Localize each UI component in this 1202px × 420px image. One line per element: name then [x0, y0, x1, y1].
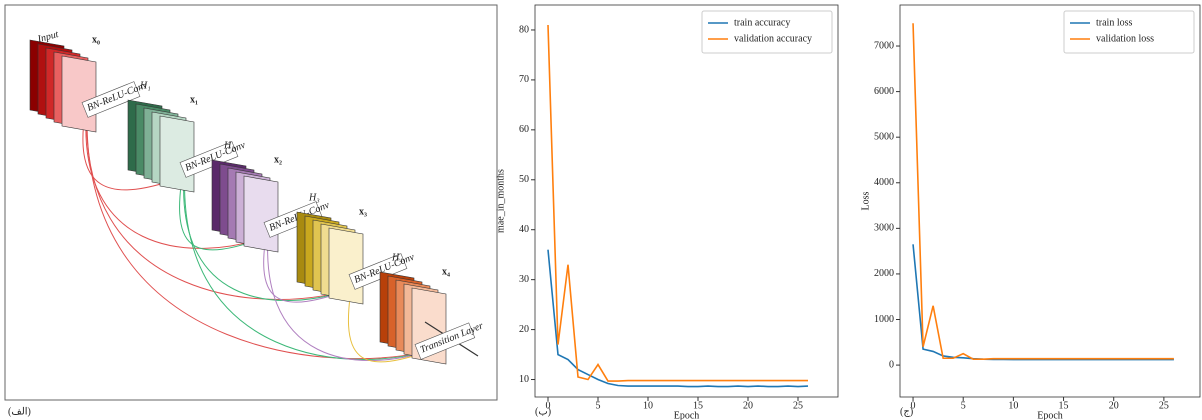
- y-tick-label: 0: [889, 359, 894, 370]
- panel-label: (الف): [8, 406, 31, 417]
- y-tick-label: 30: [519, 274, 529, 285]
- legend-label: validation accuracy: [734, 33, 812, 44]
- legend-label: validation loss: [1096, 33, 1154, 44]
- state-label: x₂: [274, 154, 282, 165]
- x-tick-label: 15: [693, 400, 703, 411]
- y-tick-label: 20: [519, 324, 529, 335]
- y-tick-label: 60: [519, 124, 529, 135]
- diagram-frame: [4, 4, 498, 401]
- legend-box: [701, 10, 833, 54]
- y-tick-label: 10: [519, 374, 529, 385]
- x-tick-label: 0: [911, 400, 916, 411]
- connection: [86, 94, 441, 360]
- y-tick-label: 4000: [874, 177, 894, 188]
- y-tick-label: 70: [519, 74, 529, 85]
- series-line: [547, 24, 808, 382]
- panel-label: (ب): [535, 406, 551, 417]
- x-axis-label: Epoch: [1037, 410, 1063, 420]
- series-line: [547, 249, 809, 388]
- legend-label: train loss: [1096, 17, 1132, 28]
- legend-label: train accuracy: [734, 17, 790, 28]
- feature-map: [159, 115, 195, 193]
- state-label: x₄: [442, 266, 450, 277]
- densenet-diagram: x₀BN-ReLU-Convx₁H₁BN-ReLU-Convx₂H₂BN-ReL…: [29, 29, 485, 365]
- x-tick-label: 5: [596, 400, 601, 411]
- x-tick-label: 5: [961, 400, 966, 411]
- state-label: x₁: [190, 94, 198, 105]
- plot-frame: [899, 4, 1201, 398]
- connection: [86, 94, 358, 300]
- feature-map: [61, 55, 97, 133]
- x-tick-label: 10: [1008, 400, 1018, 411]
- x-tick-label: 25: [1159, 400, 1169, 411]
- y-axis-label: Loss: [860, 191, 871, 210]
- y-tick-label: 80: [519, 24, 529, 35]
- connection: [184, 154, 441, 360]
- connection: [267, 214, 441, 362]
- y-tick-label: 6000: [874, 86, 894, 97]
- plot-frame: [534, 4, 839, 398]
- x-tick-label: 20: [743, 400, 753, 411]
- y-tick-label: 5000: [874, 131, 894, 142]
- x-tick-label: 25: [793, 400, 803, 411]
- y-tick-label: 7000: [874, 40, 894, 51]
- layer-label: H₁: [139, 80, 151, 91]
- y-tick-label: 2000: [874, 268, 894, 279]
- layer-label: H₃: [308, 192, 320, 203]
- y-tick-label: 3000: [874, 223, 894, 234]
- x-tick-label: 0: [546, 400, 551, 411]
- transition-box: [414, 322, 476, 360]
- conv-box: [81, 81, 141, 118]
- legend-box: [1063, 10, 1195, 54]
- layer-label: H₄: [391, 252, 403, 263]
- connection: [183, 154, 358, 302]
- x-tick-label: 10: [643, 400, 653, 411]
- feature-map: [243, 175, 279, 253]
- series-line: [912, 244, 1174, 361]
- conv-box: [263, 201, 323, 238]
- panel-label: (ج): [900, 406, 913, 417]
- series-line: [912, 23, 1174, 360]
- state-label: x₀: [92, 34, 100, 45]
- y-tick-label: 1000: [874, 314, 894, 325]
- x-tick-label: 15: [1059, 400, 1069, 411]
- x-tick-label: 20: [1109, 400, 1119, 411]
- y-axis-label: mae_in_months: [495, 169, 506, 233]
- y-tick-label: 40: [519, 224, 529, 235]
- connection: [85, 94, 273, 249]
- state-label: x₃: [359, 206, 367, 217]
- layer-label: H₂: [223, 140, 235, 151]
- y-tick-label: 50: [519, 174, 529, 185]
- feature-map: [328, 227, 364, 305]
- x-axis-label: Epoch: [674, 410, 700, 420]
